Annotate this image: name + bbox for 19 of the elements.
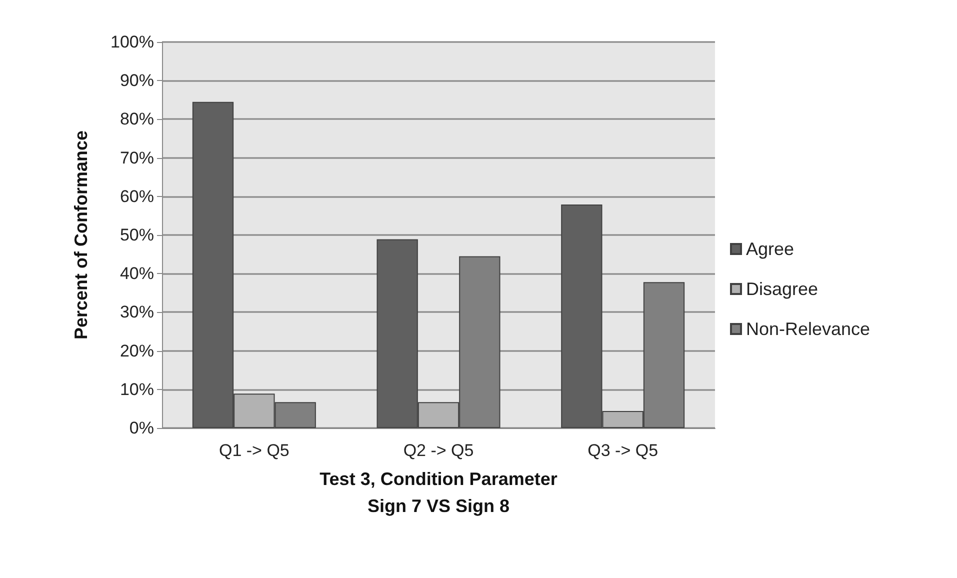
y-tick-label: 20% <box>120 341 154 360</box>
legend-label: Non-Relevance <box>746 319 870 339</box>
y-tick-label: 100% <box>110 32 154 52</box>
y-tick-label: 40% <box>120 264 154 284</box>
y-tick-label: 60% <box>120 186 154 206</box>
x-tick-label: Q3 -> Q5 <box>588 441 658 460</box>
legend-label: Agree <box>746 239 794 259</box>
y-tick-label: 80% <box>120 110 154 129</box>
legend-label: Disagree <box>746 279 818 299</box>
x-axis-title: Test 3, Condition Parameter Sign 7 VS Sign 8 <box>320 469 558 516</box>
x-tick-label: Q2 -> Q5 <box>403 441 474 460</box>
y-tick-label: 70% <box>120 148 154 168</box>
y-tick-label: 10% <box>120 380 154 399</box>
y-tick-label: 90% <box>120 71 154 90</box>
y-tick-label: 0% <box>129 418 154 438</box>
y-tick-label: 50% <box>120 226 154 244</box>
x-tick-label: Q1 -> Q5 <box>218 441 290 460</box>
y-axis-title: Percent of Conformance <box>71 130 91 340</box>
y-tick-label: 30% <box>120 302 154 322</box>
